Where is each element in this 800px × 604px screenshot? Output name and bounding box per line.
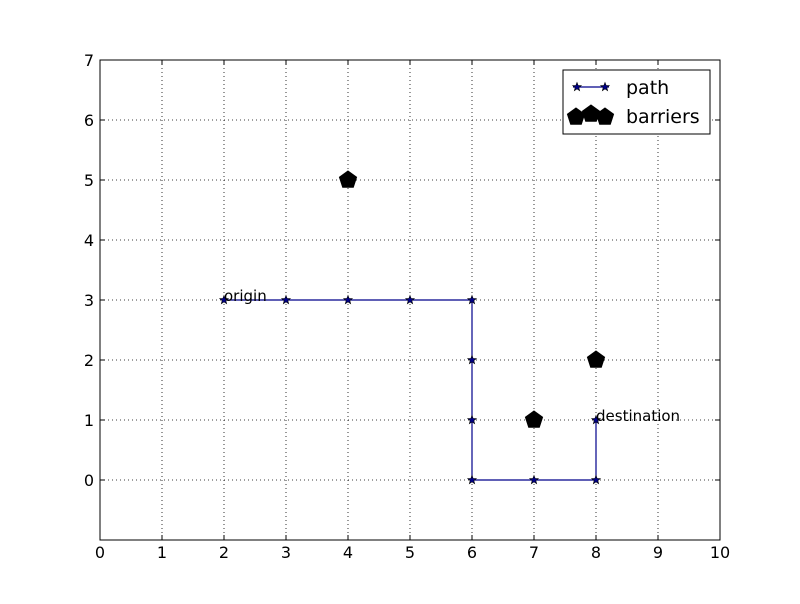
x-tick-label: 3 xyxy=(281,543,291,562)
legend-label-barriers: barriers xyxy=(626,106,700,128)
x-tick-label: 2 xyxy=(219,543,229,562)
y-tick-label: 4 xyxy=(84,231,94,250)
legend-barrier-pentagon xyxy=(595,107,615,125)
y-tick-label: 2 xyxy=(84,351,94,370)
path-star-marker xyxy=(404,294,416,305)
legend-barrier-pentagon xyxy=(581,104,601,122)
legend-label-path: path xyxy=(626,77,669,99)
annotation-layer: origin destination xyxy=(224,287,680,425)
barrier-pentagon-marker xyxy=(338,170,358,188)
y-tick-label: 7 xyxy=(84,51,94,70)
y-tick-label: 5 xyxy=(84,171,94,190)
x-tick-label: 8 xyxy=(591,543,601,562)
path-star-marker xyxy=(466,354,478,365)
x-tick-label: 5 xyxy=(405,543,415,562)
y-tick-label: 0 xyxy=(84,471,94,490)
x-tick-label: 7 xyxy=(529,543,539,562)
x-tick-label: 9 xyxy=(653,543,663,562)
y-tick-label: 1 xyxy=(84,411,94,430)
x-tick-label: 4 xyxy=(343,543,353,562)
legend-box xyxy=(562,69,711,135)
barrier-pentagon-marker xyxy=(524,410,544,428)
path-star-marker xyxy=(528,474,540,485)
x-tick-label: 1 xyxy=(157,543,167,562)
path-star-marker xyxy=(218,294,230,305)
annotation-destination: destination xyxy=(596,407,680,425)
path-star-marker xyxy=(466,474,478,485)
axes-layer: 0 1 2 3 4 5 6 7 8 9 10 0 1 2 3 4 5 6 7 xyxy=(84,51,730,562)
x-tick-label: 10 xyxy=(710,543,730,562)
y-tick-label: 6 xyxy=(84,111,94,130)
series-layer xyxy=(218,170,606,485)
legend: path barriers xyxy=(562,69,711,135)
annotation-origin: origin xyxy=(224,287,267,305)
path-star-marker xyxy=(466,414,478,425)
legend-path-star xyxy=(599,81,611,92)
path-star-marker xyxy=(466,294,478,305)
x-tick-label: 6 xyxy=(467,543,477,562)
path-star-marker xyxy=(590,474,602,485)
legend-path-star xyxy=(571,81,583,92)
y-tick-label: 3 xyxy=(84,291,94,310)
path-star-marker xyxy=(342,294,354,305)
path-star-marker xyxy=(280,294,292,305)
x-tick-label: 0 xyxy=(95,543,105,562)
path-star-marker xyxy=(590,414,602,425)
barrier-pentagon-marker xyxy=(586,350,606,368)
